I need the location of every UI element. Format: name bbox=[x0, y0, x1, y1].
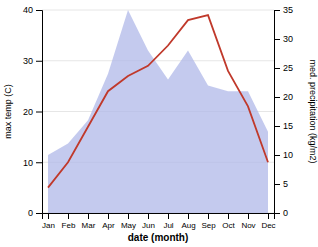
tick-mark bbox=[274, 39, 280, 40]
tick-mark bbox=[248, 213, 249, 219]
tick-label: Jun bbox=[142, 221, 155, 230]
tick-mark bbox=[274, 97, 280, 98]
y-axis: 0 10 20 30 40 bbox=[23, 5, 43, 218]
tick-label: 30 bbox=[23, 56, 33, 66]
tick-label: Apr bbox=[102, 221, 115, 230]
tick-label: 15 bbox=[283, 121, 293, 131]
y2-axis: 0 5 10 15 20 25 30 35 bbox=[274, 5, 293, 218]
tick: 10 bbox=[274, 150, 293, 160]
tick-label: Sep bbox=[201, 221, 216, 230]
tick: 30 bbox=[274, 34, 293, 44]
tick-label: Mar bbox=[82, 221, 96, 230]
tick-label: Feb bbox=[62, 221, 76, 230]
marks bbox=[48, 10, 268, 213]
tick-mark bbox=[188, 213, 189, 219]
tick-label: 30 bbox=[283, 34, 293, 44]
tick-mark bbox=[36, 162, 42, 163]
tick-mark bbox=[36, 213, 42, 214]
tick-label: Oct bbox=[222, 221, 235, 230]
chart-container: Jan Feb Mar Apr May Jun Jul Aug Sep Oct Nov Dec 0 10 2… bbox=[0, 0, 318, 247]
line bbox=[48, 15, 268, 188]
tick: Nov bbox=[241, 213, 255, 230]
tick: 40 bbox=[23, 5, 42, 15]
tick-label: Aug bbox=[181, 221, 195, 230]
tick: 5 bbox=[274, 179, 288, 189]
tick-label: Nov bbox=[241, 221, 255, 230]
tick-mark bbox=[274, 68, 280, 69]
tick-mark bbox=[274, 213, 280, 214]
tick-mark bbox=[36, 112, 42, 113]
tick: Aug bbox=[181, 213, 195, 230]
tick: 0 bbox=[28, 208, 42, 218]
tick: 25 bbox=[274, 63, 293, 73]
grid-line bbox=[42, 10, 274, 11]
tick-mark bbox=[36, 61, 42, 62]
tick-label: 40 bbox=[23, 5, 33, 15]
tick-label: 0 bbox=[28, 208, 33, 218]
tick: 30 bbox=[23, 56, 42, 66]
tick-mark bbox=[274, 10, 280, 11]
tick-label: 5 bbox=[283, 179, 288, 189]
tick: 20 bbox=[23, 107, 42, 117]
tick-mark bbox=[128, 213, 129, 219]
axis-line bbox=[36, 11, 43, 214]
tick-label: 35 bbox=[283, 5, 293, 15]
tick-mark bbox=[268, 213, 269, 219]
tick: 10 bbox=[23, 158, 42, 168]
tick-label: Dec bbox=[261, 221, 275, 230]
tick-label: Jul bbox=[163, 221, 173, 230]
tick: Jan bbox=[42, 213, 55, 230]
tick-mark bbox=[88, 213, 89, 219]
tick-label: 20 bbox=[283, 92, 293, 102]
tick: 15 bbox=[274, 121, 293, 131]
tick: Jun bbox=[142, 213, 155, 230]
tick-mark bbox=[274, 184, 280, 185]
tick: 20 bbox=[274, 92, 293, 102]
chart: Jan Feb Mar Apr May Jun Jul Aug Sep Oct Nov Dec 0 10 2… bbox=[0, 0, 318, 247]
axis-line bbox=[275, 11, 281, 214]
tick: 0 bbox=[274, 208, 288, 218]
tick: 35 bbox=[274, 5, 293, 15]
tick-mark bbox=[208, 213, 209, 219]
tick-label: Jan bbox=[42, 221, 55, 230]
tick: Sep bbox=[201, 213, 216, 230]
tick: Feb bbox=[62, 213, 76, 230]
grid bbox=[42, 10, 274, 213]
tick-mark bbox=[168, 213, 169, 219]
tick-mark bbox=[228, 213, 229, 219]
tick-label: May bbox=[121, 221, 136, 230]
tick: Apr bbox=[102, 213, 115, 230]
tick: Mar bbox=[82, 213, 96, 230]
grid-line bbox=[42, 60, 274, 61]
tick: Oct bbox=[222, 213, 235, 230]
plot: Jan Feb Mar Apr May Jun Jul Aug Sep Oct Nov Dec 0 10 2… bbox=[23, 5, 293, 229]
tick-label: 25 bbox=[283, 63, 293, 73]
y-axis-title: max temp (C) bbox=[3, 84, 13, 139]
tick: Dec bbox=[261, 213, 275, 230]
tick-mark bbox=[68, 213, 69, 219]
tick: May bbox=[121, 213, 136, 230]
tick-label: 10 bbox=[283, 150, 293, 160]
area bbox=[48, 10, 268, 213]
x-axis-title: date (month) bbox=[128, 232, 189, 243]
tick-label: 10 bbox=[23, 158, 33, 168]
tick-label: 0 bbox=[283, 208, 288, 218]
axis-line bbox=[43, 214, 275, 220]
x-axis: Jan Feb Mar Apr May Jun Jul Aug Sep Oct Nov Dec bbox=[42, 213, 276, 230]
tick-mark bbox=[108, 213, 109, 219]
tick-mark bbox=[48, 213, 49, 219]
tick-mark bbox=[274, 126, 280, 127]
tick-mark bbox=[148, 213, 149, 219]
y2-axis-title: med. precipitation (kg/m2) bbox=[308, 59, 318, 163]
tick-mark bbox=[274, 155, 280, 156]
tick: Jul bbox=[163, 213, 173, 230]
tick-mark bbox=[36, 10, 42, 11]
tick-label: 20 bbox=[23, 107, 33, 117]
